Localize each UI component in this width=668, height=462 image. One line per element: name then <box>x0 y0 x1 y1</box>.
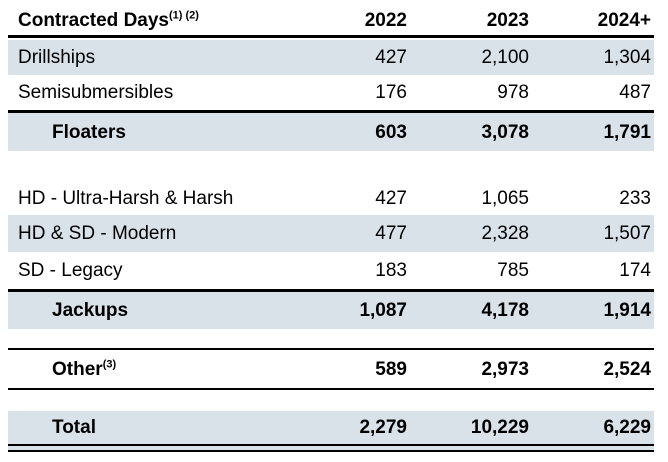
row-sd-legacy: SD - Legacy 183 785 174 <box>8 252 654 289</box>
cell-2024plus: 233 <box>619 187 651 209</box>
column-header-2023: 2023 <box>486 9 529 31</box>
cell-2023: 2,328 <box>481 223 529 244</box>
cell-2022: 427 <box>375 47 407 68</box>
row-other: Other(3) 589 2,973 2,524 <box>8 348 654 390</box>
cell-2023: 10,229 <box>470 417 529 438</box>
cell-2023: 978 <box>497 82 529 103</box>
row-semisubmersibles: Semisubmersibles 176 978 487 <box>8 75 654 110</box>
column-header-2022: 2022 <box>364 9 407 31</box>
table-title: Contracted Days(1) (2) <box>8 9 288 31</box>
row-label: Other(3) <box>8 358 288 380</box>
cell-2023: 4,178 <box>481 300 529 321</box>
row-label: Semisubmersibles <box>18 82 174 103</box>
row-label: Floaters <box>52 121 126 143</box>
row-footnote-ref: (3) <box>102 358 117 371</box>
cell-2023: 3,078 <box>481 121 529 143</box>
row-hd-sd-modern: HD & SD - Modern 477 2,328 1,507 <box>8 215 654 252</box>
cell-2022: 183 <box>375 260 407 281</box>
table-header-row: Contracted Days(1) (2) 2022 2023 2024+ <box>8 5 654 38</box>
section-spacer <box>8 390 654 411</box>
column-header-2024plus: 2024+ <box>597 9 651 31</box>
row-jackups-subtotal: Jackups 1,087 4,178 1,914 <box>8 289 654 329</box>
total-double-rule <box>8 444 654 452</box>
row-label: Jackups <box>52 300 129 321</box>
cell-2022: 477 <box>375 223 407 244</box>
row-total: Total 2,279 10,229 6,229 <box>8 411 654 444</box>
row-label: HD - Ultra-Harsh & Harsh <box>18 187 234 209</box>
cell-2022: 589 <box>375 358 407 380</box>
table-title-text: Contracted Days <box>18 9 169 31</box>
row-label: Drillships <box>18 47 96 68</box>
cell-2024plus: 1,791 <box>603 121 651 143</box>
cell-2023: 1,065 <box>481 187 529 209</box>
cell-2023: 785 <box>497 260 529 281</box>
cell-2022: 2,279 <box>359 417 407 438</box>
cell-2024plus: 1,914 <box>603 300 651 321</box>
cell-2024plus: 1,304 <box>603 47 651 68</box>
table-title-footnote-refs: (1) (2) <box>169 9 199 22</box>
cell-2024plus: 174 <box>619 260 651 281</box>
row-label-text: Other <box>52 358 103 380</box>
cell-2022: 603 <box>375 121 407 143</box>
cell-2022: 427 <box>375 187 407 209</box>
cell-2022: 1,087 <box>359 300 407 321</box>
row-hd-ultra-harsh: HD - Ultra-Harsh & Harsh 427 1,065 233 <box>8 181 654 215</box>
row-drillships: Drillships 427 2,100 1,304 <box>8 40 654 75</box>
cell-2023: 2,100 <box>481 47 529 68</box>
contracted-days-table: Contracted Days(1) (2) 2022 2023 2024+ D… <box>8 5 654 452</box>
cell-2024plus: 487 <box>619 82 651 103</box>
row-label: HD & SD - Modern <box>18 223 177 244</box>
cell-2024plus: 1,507 <box>603 223 651 244</box>
row-label: Total <box>52 417 96 438</box>
section-spacer <box>8 329 654 348</box>
cell-2024plus: 2,524 <box>603 358 651 380</box>
cell-2024plus: 6,229 <box>603 417 651 438</box>
row-label: SD - Legacy <box>18 260 123 281</box>
row-floaters-subtotal: Floaters 603 3,078 1,791 <box>8 110 654 151</box>
section-spacer <box>8 151 654 181</box>
cell-2022: 176 <box>375 82 407 103</box>
cell-2023: 2,973 <box>481 358 529 380</box>
